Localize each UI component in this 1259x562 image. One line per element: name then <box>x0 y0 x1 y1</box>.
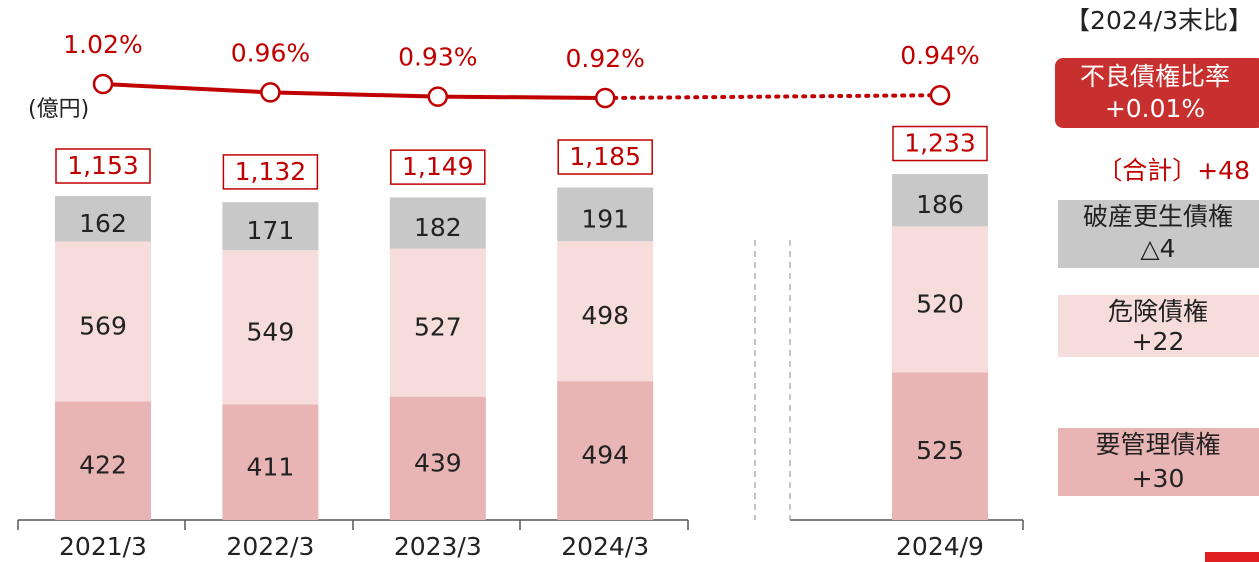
item-name: 要管理債権 <box>1095 430 1220 459</box>
item-change: +30 <box>1132 464 1185 493</box>
x-tick-label: 2022/3 <box>226 532 314 561</box>
total-box <box>222 154 319 190</box>
item-change: △4 <box>1140 234 1175 263</box>
ratio-box <box>1055 58 1259 128</box>
segment-label: 527 <box>414 313 462 342</box>
segment-label: 182 <box>414 213 462 242</box>
item-box <box>1058 200 1259 268</box>
ratio-point <box>594 87 616 109</box>
total-label: 1,233 <box>904 129 976 158</box>
axis-ticks <box>17 520 1024 530</box>
ratio-label: 0.92% <box>565 44 644 73</box>
bar-segment <box>557 381 654 520</box>
bar-segment <box>55 196 151 242</box>
segment-label: 411 <box>247 452 295 481</box>
item-box <box>1058 428 1259 496</box>
segment-label: 525 <box>916 436 964 465</box>
bar-segment <box>892 174 988 227</box>
bar-segment <box>222 202 319 251</box>
bar-segment <box>557 241 654 382</box>
total-box <box>557 139 653 175</box>
total-label: 1,149 <box>402 152 474 181</box>
item-box <box>1058 295 1259 357</box>
segment-label: 422 <box>79 451 127 480</box>
ratio-point <box>92 73 114 95</box>
segment-label: 191 <box>581 204 629 233</box>
bar-segment <box>55 241 151 402</box>
segment-label: 569 <box>79 311 127 340</box>
ratio-label: 0.94% <box>900 41 979 70</box>
ratio-change: +0.01% <box>1105 94 1205 123</box>
x-tick-label: 2024/3 <box>561 532 649 561</box>
segment-label: 171 <box>247 216 295 245</box>
x-tick-label: 2023/3 <box>394 532 482 561</box>
bar-segment <box>557 187 654 242</box>
total-box <box>55 148 151 184</box>
segment-label: 498 <box>581 301 629 330</box>
segment-label: 494 <box>581 441 629 470</box>
item-change: +22 <box>1132 327 1185 356</box>
total-label: 1,185 <box>569 142 641 171</box>
ratio-line <box>102 82 606 100</box>
segment-label: 162 <box>79 209 127 238</box>
bar-segment <box>55 401 151 520</box>
segment-label: 439 <box>414 448 462 477</box>
bar-segment <box>222 250 319 405</box>
item-name: 破産更生債権 <box>1083 202 1233 231</box>
ratio-label: 0.96% <box>231 38 310 67</box>
total-label: 1,153 <box>67 151 139 180</box>
ratio-point <box>260 82 281 103</box>
bar-segment <box>892 372 988 520</box>
item-name: 危険債権 <box>1108 297 1208 326</box>
bar-segment <box>389 197 486 249</box>
unit-label: (億円) <box>28 97 89 122</box>
segment-label: 549 <box>247 317 295 346</box>
bar-segment <box>892 226 988 373</box>
total-change: 〔合計〕+48 <box>1097 156 1250 185</box>
total-box <box>892 125 988 162</box>
bar-segment <box>389 248 486 397</box>
ratio-name: 不良債権比率 <box>1080 62 1230 91</box>
segment-label: 520 <box>916 289 964 318</box>
ratio-label: 0.93% <box>398 43 477 72</box>
ratio-projection <box>603 93 942 100</box>
ratio-point <box>427 86 449 107</box>
x-tick-label: 2024/9 <box>896 532 984 561</box>
bar-segment <box>222 404 319 520</box>
total-label: 1,132 <box>235 157 307 186</box>
bar-segment <box>389 396 486 520</box>
x-tick-label: 2021/3 <box>59 532 147 561</box>
corner-accent <box>1205 552 1259 562</box>
ratio-point <box>929 84 951 106</box>
total-box <box>390 149 486 185</box>
comparison-title: 【2024/3末比】 <box>1065 6 1253 35</box>
ratio-label: 1.02% <box>63 30 142 59</box>
segment-label: 186 <box>916 190 964 219</box>
